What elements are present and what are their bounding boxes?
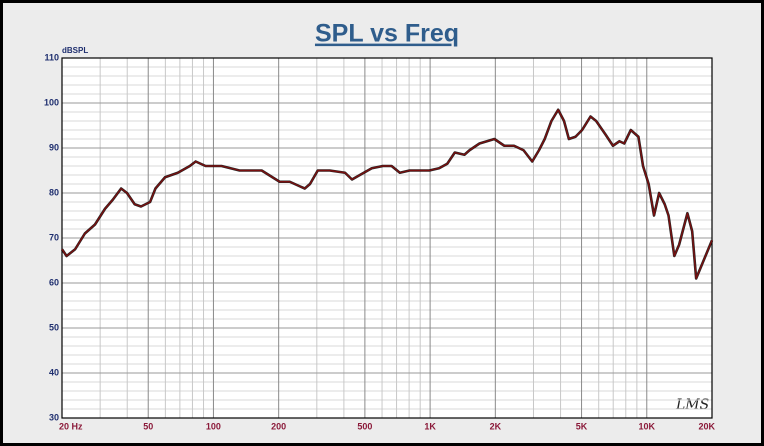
x-tick-label: 500 (357, 421, 372, 431)
y-tick-label: 70 (49, 232, 59, 242)
annotation: LMS (675, 397, 709, 413)
y-tick-label: 80 (49, 187, 59, 197)
x-tick-label: 20 Hz (59, 421, 83, 431)
x-tick-label: 10K (639, 421, 656, 431)
y-tick-label: 40 (49, 367, 59, 377)
plot-border (61, 57, 713, 419)
y-tick-label: 60 (49, 277, 59, 287)
x-tick-label: 50 (143, 421, 153, 431)
x-tick-label: 100 (206, 421, 221, 431)
y-tick-label: 90 (49, 142, 59, 152)
x-tick-label: 200 (271, 421, 286, 431)
y-tick-label: 30 (49, 412, 59, 422)
y-tick-label: 110 (44, 52, 59, 62)
x-tick-label: 2K (490, 421, 502, 431)
y-tick-label: 50 (49, 322, 59, 332)
x-tick-label: 1K (424, 421, 436, 431)
chart-title: SPL vs Freq (315, 20, 459, 48)
y-axis-label: dBSPL (62, 46, 88, 55)
x-tick-label: 20K (698, 421, 715, 431)
x-tick-label: 5K (576, 421, 588, 431)
spl-curve (61, 109, 713, 280)
y-tick-label: 100 (44, 97, 59, 107)
